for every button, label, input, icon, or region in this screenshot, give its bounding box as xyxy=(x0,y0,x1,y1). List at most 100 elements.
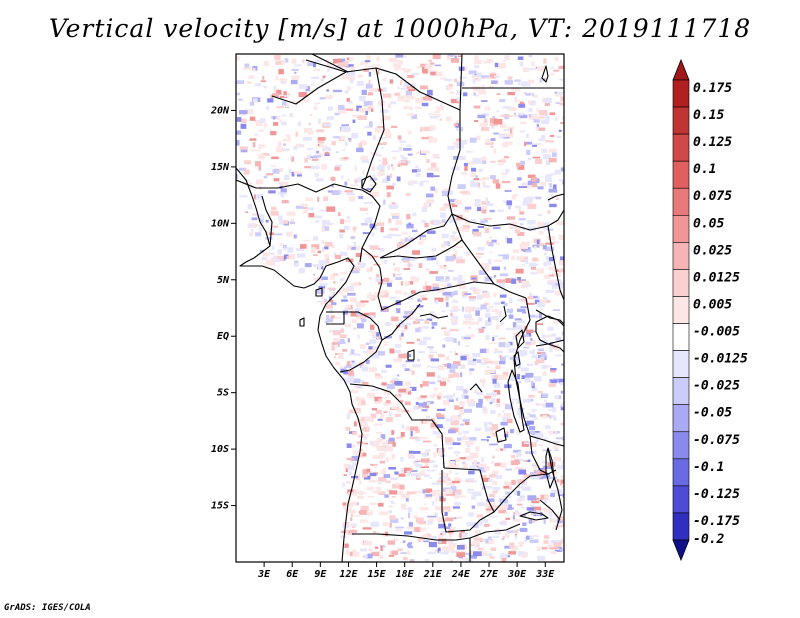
field-speck xyxy=(544,425,551,430)
field-speck xyxy=(514,112,517,115)
field-speck xyxy=(530,115,537,121)
field-speck xyxy=(460,558,467,561)
field-speck xyxy=(364,125,373,129)
field-speck xyxy=(407,512,411,519)
field-speck xyxy=(440,380,447,386)
field-speck xyxy=(428,59,433,63)
field-speck xyxy=(383,448,389,452)
field-speck xyxy=(402,157,407,161)
field-speck xyxy=(398,490,404,496)
field-speck xyxy=(388,555,395,557)
field-speck xyxy=(406,86,415,89)
field-speck xyxy=(516,256,525,261)
field-speck xyxy=(249,138,257,141)
field-speck xyxy=(307,62,314,67)
field-speck xyxy=(375,444,379,448)
field-speck xyxy=(427,460,435,463)
field-speck xyxy=(371,232,375,237)
field-speck xyxy=(314,59,323,62)
field-speck xyxy=(560,282,564,287)
field-speck xyxy=(413,405,419,410)
field-speck xyxy=(361,400,366,406)
field-speck xyxy=(445,517,454,522)
field-speck xyxy=(317,137,326,141)
field-speck xyxy=(358,397,366,403)
field-speck xyxy=(469,554,478,559)
field-speck xyxy=(399,155,405,157)
field-speck xyxy=(438,448,443,452)
field-speck xyxy=(331,190,340,196)
field-speck xyxy=(350,349,355,355)
field-speck xyxy=(368,71,372,77)
field-speck xyxy=(391,550,399,556)
field-speck xyxy=(424,319,430,325)
field-speck xyxy=(485,499,489,505)
field-speck xyxy=(450,203,458,208)
field-speck xyxy=(521,327,526,332)
field-speck xyxy=(324,299,327,304)
chart-title: Vertical velocity [m/s] at 1000hPa, VT: … xyxy=(48,14,752,43)
field-speck xyxy=(390,500,395,504)
field-speck xyxy=(365,434,370,437)
field-speck xyxy=(376,166,385,171)
field-speck xyxy=(524,141,533,145)
field-speck xyxy=(370,191,379,197)
field-speck xyxy=(410,430,413,437)
field-speck xyxy=(403,260,410,263)
lake-tanganyika xyxy=(507,369,525,433)
field-speck xyxy=(474,307,483,311)
field-speck xyxy=(560,167,564,172)
field-speck xyxy=(427,401,434,404)
field-speck xyxy=(319,209,329,212)
field-speck xyxy=(321,239,325,244)
field-speck xyxy=(485,508,495,513)
colorbar-segment xyxy=(672,79,690,108)
field-speck xyxy=(524,536,528,542)
field-speck xyxy=(484,485,487,490)
field-speck xyxy=(416,168,421,172)
field-speck xyxy=(297,121,302,127)
field-speck xyxy=(310,247,316,253)
field-speck xyxy=(463,314,473,319)
field-speck xyxy=(491,309,500,313)
field-speck xyxy=(548,266,556,270)
field-speck xyxy=(517,276,521,281)
field-speck xyxy=(380,146,384,149)
field-speck xyxy=(481,127,490,131)
field-speck xyxy=(326,206,336,212)
field-speck xyxy=(498,282,506,288)
field-speck xyxy=(323,59,329,62)
field-speck xyxy=(518,541,525,545)
field-speck xyxy=(423,418,426,424)
field-speck xyxy=(478,168,483,172)
field-speck xyxy=(490,360,499,365)
field-speck xyxy=(378,100,386,106)
field-speck xyxy=(407,282,410,286)
field-speck xyxy=(405,160,411,164)
field-speck xyxy=(481,547,485,551)
field-speck xyxy=(382,522,389,527)
field-speck xyxy=(420,150,430,154)
field-speck xyxy=(497,159,507,163)
field-speck xyxy=(445,356,450,361)
field-speck xyxy=(473,72,482,77)
field-speck xyxy=(354,178,358,184)
field-speck xyxy=(444,203,451,206)
field-speck xyxy=(258,154,265,160)
field-speck xyxy=(344,323,351,328)
field-speck xyxy=(452,442,461,446)
field-speck xyxy=(380,118,383,124)
field-speck xyxy=(350,282,360,287)
field-speck xyxy=(437,375,441,379)
field-speck xyxy=(558,129,562,133)
field-speck xyxy=(551,526,560,530)
field-speck xyxy=(442,291,452,296)
field-speck xyxy=(505,491,510,495)
field-speck xyxy=(332,330,341,336)
field-speck xyxy=(354,407,361,413)
field-speck xyxy=(479,178,485,181)
field-speck xyxy=(329,317,332,320)
field-speck xyxy=(526,331,532,337)
field-speck xyxy=(391,212,400,216)
field-speck xyxy=(426,318,433,322)
